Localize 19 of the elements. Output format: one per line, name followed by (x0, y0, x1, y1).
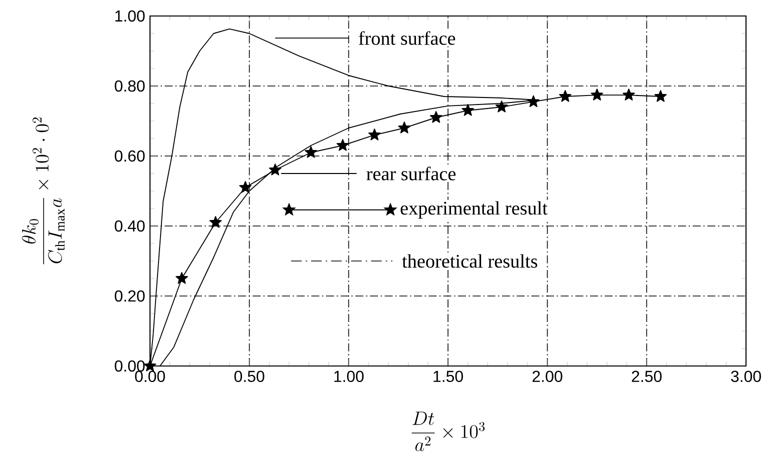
y-tick-label: 0.80 (114, 80, 145, 92)
x-tick-label: 1.00 (334, 370, 364, 382)
y-axis-title: $\dfrac{\theta k_{0}}{C_{\mathrm{th}} I_{\max} a} \times 10^{2}\cdot 0^{2}$ (22, 118, 65, 264)
x-tick-label: 0.00 (135, 370, 165, 382)
annotation: theoretical results (402, 254, 538, 268)
y-tick-label: 1.00 (115, 10, 145, 22)
y-tick-label: 0.20 (114, 290, 145, 302)
legend-label: experimental result (400, 201, 548, 219)
x-tick-label: 3.00 (731, 370, 761, 382)
x-axis-title: $\dfrac{Dt}{a^{2}} \times 10^{3}$ (412, 412, 485, 452)
y-tick-label: 0.40 (114, 220, 145, 232)
x-tick-label: 0.50 (234, 370, 264, 382)
legend-label: rear surface (366, 166, 456, 180)
y-tick-label: 0.60 (114, 150, 145, 162)
legend-label: front surface (358, 31, 456, 45)
x-tick-label: 2.50 (632, 370, 662, 382)
x-tick-label: 1.50 (434, 370, 463, 382)
x-tick-label: 2.00 (532, 370, 562, 382)
y-tick-label: 0.00 (114, 360, 145, 372)
